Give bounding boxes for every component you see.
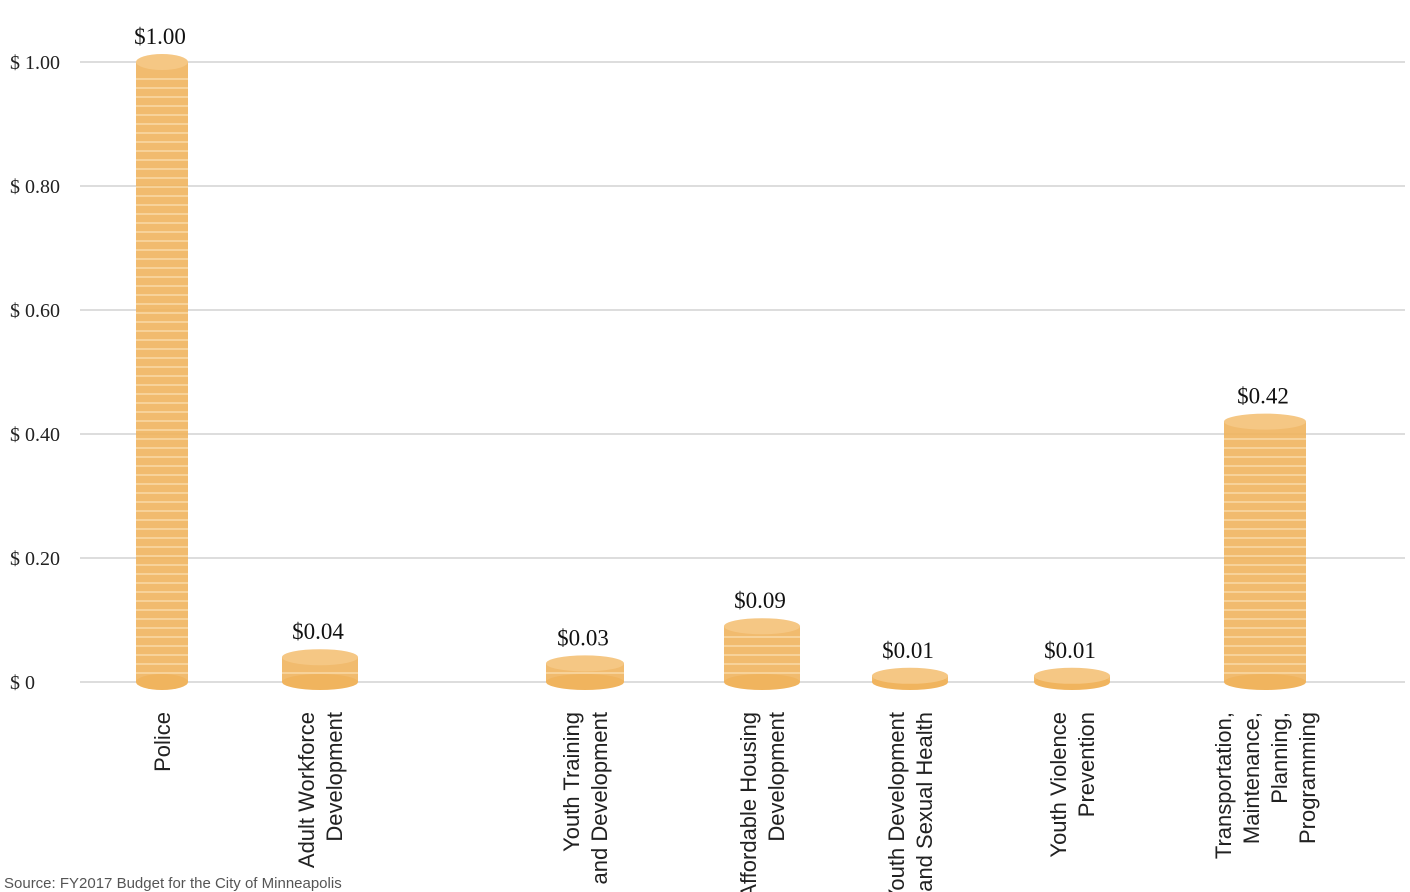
value-label: $0.01 bbox=[1044, 638, 1096, 663]
value-label: $0.01 bbox=[882, 638, 934, 663]
bar-base bbox=[282, 674, 358, 690]
bar-cap bbox=[1224, 413, 1306, 430]
bar-cap bbox=[1034, 667, 1110, 684]
y-tick-label: $ 0 bbox=[10, 672, 35, 694]
x-tick-label: Adult Workforce Development bbox=[294, 712, 347, 868]
bar bbox=[1224, 421, 1306, 682]
x-tick-label: Youth Training and Development bbox=[559, 712, 612, 884]
value-label: $1.00 bbox=[134, 24, 186, 49]
bar-group bbox=[872, 667, 948, 690]
y-tick-label: $ 0.20 bbox=[10, 548, 60, 570]
value-label: $0.03 bbox=[557, 625, 609, 650]
x-tick-label: Transportation, Maintenance, Planning, Prog… bbox=[1211, 712, 1320, 859]
bar-cap bbox=[136, 54, 188, 70]
bar-group bbox=[282, 649, 358, 690]
bar bbox=[136, 62, 188, 682]
bar-base bbox=[136, 674, 188, 690]
bar-cap bbox=[282, 649, 358, 666]
x-tick-label: Police bbox=[150, 712, 175, 772]
bar-group bbox=[136, 54, 188, 690]
source: Source: FY2017 Budget for the City of Mi… bbox=[4, 875, 342, 892]
bar-cap bbox=[724, 618, 800, 635]
x-tick-label: Youth Development and Sexual Health bbox=[884, 712, 937, 892]
y-tick-label: $ 0.60 bbox=[10, 300, 60, 322]
x-tick-label: Affordable Housing Development bbox=[736, 712, 789, 892]
bar-group bbox=[1224, 413, 1306, 690]
x-tick-label: Youth Violence Prevention bbox=[1046, 712, 1099, 858]
y-tick-label: $ 0.80 bbox=[10, 176, 60, 198]
bar-base bbox=[546, 674, 624, 690]
bar-group bbox=[546, 655, 624, 690]
value-label: $0.09 bbox=[734, 588, 786, 613]
y-tick-label: $ 0.40 bbox=[10, 424, 60, 446]
value-label: $0.42 bbox=[1237, 384, 1289, 409]
bar-cap bbox=[546, 655, 624, 672]
value-label: $0.04 bbox=[292, 619, 344, 644]
bar-cap bbox=[872, 667, 948, 684]
bar-group bbox=[724, 618, 800, 690]
bar-base bbox=[724, 674, 800, 690]
bar-group bbox=[1034, 667, 1110, 690]
bar bbox=[724, 626, 800, 682]
y-tick-label: $ 1.00 bbox=[10, 52, 60, 74]
bar-base bbox=[1224, 674, 1306, 690]
